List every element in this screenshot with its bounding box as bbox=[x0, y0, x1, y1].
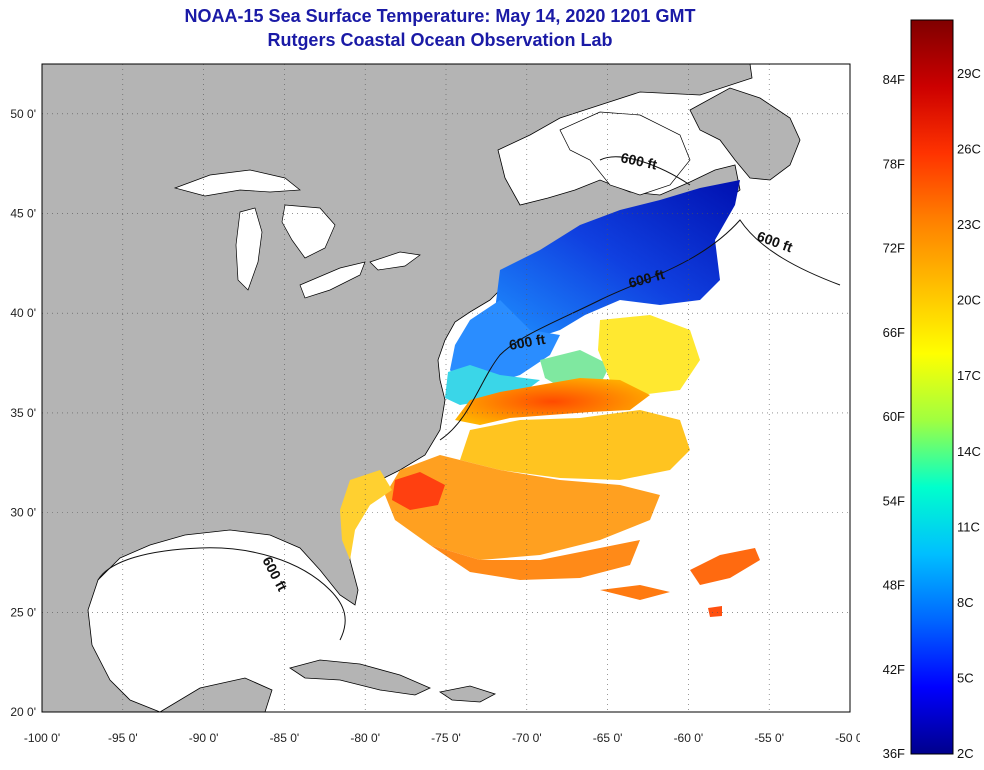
colorbar-fahrenheit-label: 72F bbox=[883, 241, 905, 256]
longitude-tick-label: -75 0' bbox=[431, 731, 461, 745]
lake-michigan bbox=[235, 207, 263, 291]
graticule bbox=[42, 64, 850, 712]
latitude-tick-label: 45 0' bbox=[10, 207, 36, 221]
map-subtitle: Rutgers Coastal Ocean Observation Lab bbox=[267, 30, 613, 50]
sst-map: 600 ft 600 ft 600 ft 600 ft 600 ft -100 … bbox=[10, 63, 860, 745]
longitude-tick-label: -50 0' bbox=[835, 731, 860, 745]
longitude-tick-label: -85 0' bbox=[270, 731, 300, 745]
longitude-tick-label: -100 0' bbox=[24, 731, 60, 745]
lake-ontario bbox=[369, 251, 421, 271]
lake-erie bbox=[299, 261, 366, 299]
colorbar-celsius-label: 14C bbox=[957, 444, 981, 459]
colorbar-fahrenheit-label: 60F bbox=[883, 409, 905, 424]
latitude-tick-label: 30 0' bbox=[10, 506, 36, 520]
colorbar-fahrenheit-label: 84F bbox=[883, 72, 905, 87]
colorbar-celsius-label: 11C bbox=[957, 519, 980, 534]
colorbar-celsius-labels: 29C 26C 23C 20C 17C 14C 11C 8C 5C 2C bbox=[957, 66, 981, 761]
colorbar-fahrenheit-label: 66F bbox=[883, 325, 905, 340]
lake-superior bbox=[173, 169, 301, 197]
colorbar-gradient bbox=[910, 19, 954, 755]
contour-label-600ft-4: 600 ft bbox=[508, 331, 547, 353]
latitude-tick-label: 35 0' bbox=[10, 406, 36, 420]
colorbar-celsius-label: 20C bbox=[957, 293, 981, 308]
colorbar-celsius-label: 5C bbox=[957, 670, 974, 685]
colorbar-celsius-label: 26C bbox=[957, 142, 981, 157]
longitude-labels: -100 0' -95 0' -90 0' -85 0' -80 0' -75 0' -70… bbox=[24, 731, 860, 745]
colorbar: 84F 78F 72F 66F 60F 54F 48F 42F 36F 29C 26C 23C 20C… bbox=[883, 19, 981, 761]
colorbar-celsius-label: 29C bbox=[957, 66, 981, 81]
colorbar-fahrenheit-label: 48F bbox=[883, 578, 905, 593]
longitude-tick-label: -80 0' bbox=[350, 731, 380, 745]
latitude-labels: 50 0' 45 0' 40 0' 35 0' 30 0' 25 0' 20 0' bbox=[10, 107, 36, 719]
colorbar-fahrenheit-label: 78F bbox=[883, 156, 905, 171]
map-title: NOAA-15 Sea Surface Temperature: May 14,… bbox=[184, 6, 696, 26]
latitude-tick-label: 40 0' bbox=[10, 306, 36, 320]
latitude-tick-label: 20 0' bbox=[10, 705, 36, 719]
land-hispaniola bbox=[438, 685, 497, 703]
contour-label-600ft-1: 600 ft bbox=[619, 149, 658, 172]
longitude-tick-label: -65 0' bbox=[593, 731, 623, 745]
latitude-tick-label: 25 0' bbox=[10, 605, 36, 619]
land-north-america bbox=[41, 63, 753, 713]
sst-field bbox=[340, 180, 760, 617]
longitude-tick-label: -60 0' bbox=[674, 731, 704, 745]
longitude-tick-label: -55 0' bbox=[754, 731, 784, 745]
map-border bbox=[41, 63, 851, 713]
colorbar-fahrenheit-label: 42F bbox=[883, 662, 905, 677]
colorbar-celsius-label: 23C bbox=[957, 217, 981, 232]
longitude-tick-label: -95 0' bbox=[108, 731, 138, 745]
longitude-tick-label: -90 0' bbox=[189, 731, 219, 745]
latitude-tick-label: 50 0' bbox=[10, 107, 36, 121]
isobath-600ft bbox=[97, 156, 841, 641]
colorbar-fahrenheit-labels: 84F 78F 72F 66F 60F 54F 48F 42F 36F bbox=[883, 72, 905, 761]
colorbar-celsius-label: 8C bbox=[957, 595, 974, 610]
colorbar-fahrenheit-label: 36F bbox=[883, 746, 905, 761]
colorbar-celsius-label: 17C bbox=[957, 368, 981, 383]
land-newfoundland bbox=[689, 87, 801, 181]
lake-huron bbox=[281, 204, 336, 259]
gulf-of-st-lawrence bbox=[559, 111, 691, 196]
colorbar-fahrenheit-label: 54F bbox=[883, 493, 905, 508]
colorbar-celsius-label: 2C bbox=[957, 746, 974, 761]
longitude-tick-label: -70 0' bbox=[512, 731, 542, 745]
land-cuba bbox=[289, 659, 431, 696]
